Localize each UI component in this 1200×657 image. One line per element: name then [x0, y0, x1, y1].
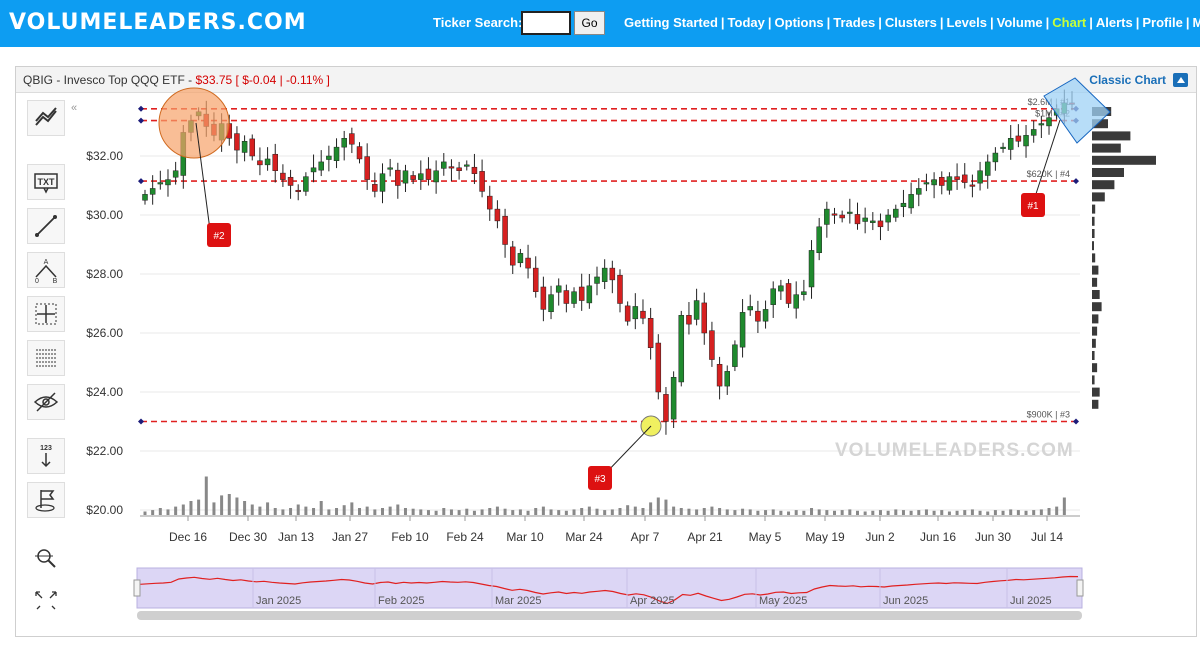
flag-icon — [35, 490, 55, 512]
site-logo[interactable]: VOLUMELEADERS.COM — [9, 10, 307, 35]
nav-separator: | — [1045, 15, 1050, 30]
quote-price: $33.75 — [195, 73, 233, 87]
fib-icon: A 0 B — [35, 259, 58, 283]
nav-profile[interactable]: Profile — [1142, 15, 1183, 30]
crosshair-tool-button[interactable] — [27, 296, 65, 332]
text-icon: TXT — [34, 173, 58, 194]
quote-change: [ $-0.04 | -0.11% ] — [235, 73, 330, 87]
nav-chart[interactable]: Chart — [1052, 15, 1087, 30]
nav-levels[interactable]: Levels — [946, 15, 987, 30]
number-order-label: 123 — [40, 445, 52, 452]
hide-tool-button[interactable] — [27, 384, 65, 420]
nav-separator: | — [826, 15, 831, 30]
flag-tool-button[interactable] — [27, 482, 65, 518]
nav-alerts[interactable]: Alerts — [1095, 15, 1133, 30]
nav-separator: | — [1089, 15, 1093, 30]
fib-icon-label: A — [44, 259, 49, 266]
nav-clusters[interactable]: Clusters — [884, 15, 937, 30]
nav-separator: | — [720, 15, 725, 30]
grid-lines-icon — [36, 349, 56, 367]
crosshair-icon — [35, 303, 57, 325]
hide-icon — [33, 392, 59, 412]
text-tool-button[interactable]: TXT — [27, 164, 65, 200]
trend-line-tool-button[interactable] — [27, 100, 65, 136]
top-bar: VOLUMELEADERS.COM Ticker Search: Go Gett… — [0, 0, 1200, 47]
quote-symbol: QBIG - Invesco Top QQQ ETF - — [23, 73, 196, 87]
fib-icon-label: 0 — [35, 278, 39, 283]
nav-separator: | — [939, 15, 944, 30]
nav-separator: | — [989, 15, 994, 30]
nav-separator: | — [878, 15, 882, 30]
fib-icon-label: B — [53, 278, 58, 283]
text-icon-label: TXT — [38, 177, 56, 187]
line-draw-icon — [35, 215, 57, 237]
nav-options[interactable]: Options — [774, 15, 824, 30]
classic-chart-link[interactable]: Classic Chart — [1089, 73, 1166, 87]
nav-my-subs[interactable]: My Subs — [1192, 15, 1200, 30]
expand-icon — [35, 591, 57, 610]
go-button[interactable]: Go — [574, 11, 605, 35]
grid-lines-tool-button[interactable] — [27, 340, 65, 376]
ticker-search-input[interactable] — [521, 11, 571, 35]
quote-title: QBIG - Invesco Top QQQ ETF - $33.75 [ $-… — [23, 73, 330, 87]
nav-volume[interactable]: Volume — [996, 15, 1043, 30]
nav-getting-started[interactable]: Getting Started — [624, 15, 718, 30]
nav-separator: | — [1135, 15, 1140, 30]
classic-chart-toggle-icon[interactable] — [1173, 73, 1188, 87]
expand-tool-button[interactable] — [27, 584, 65, 620]
nav-separator: | — [767, 15, 772, 30]
zoom-tool-button[interactable] — [27, 540, 65, 576]
trend-line-icon — [35, 107, 57, 126]
number-order-icon: 123 — [40, 445, 52, 468]
chart-panel: QBIG - Invesco Top QQQ ETF - $33.75 [ $-… — [15, 66, 1197, 637]
nav-separator: | — [1185, 15, 1190, 30]
line-draw-tool-button[interactable] — [27, 208, 65, 244]
nav-trades[interactable]: Trades — [833, 15, 876, 30]
main-nav: Getting Started | Today | Options | Trades | Clu… — [624, 15, 1200, 30]
nav-today[interactable]: Today — [727, 15, 765, 30]
number-order-tool-button[interactable]: 123 — [27, 438, 65, 474]
ticker-search-label: Ticker Search: — [433, 15, 523, 30]
fib-tool-button[interactable]: A 0 B — [27, 252, 65, 288]
zoom-icon — [35, 549, 56, 568]
chart-header: QBIG - Invesco Top QQQ ETF - $33.75 [ $-… — [16, 67, 1196, 93]
